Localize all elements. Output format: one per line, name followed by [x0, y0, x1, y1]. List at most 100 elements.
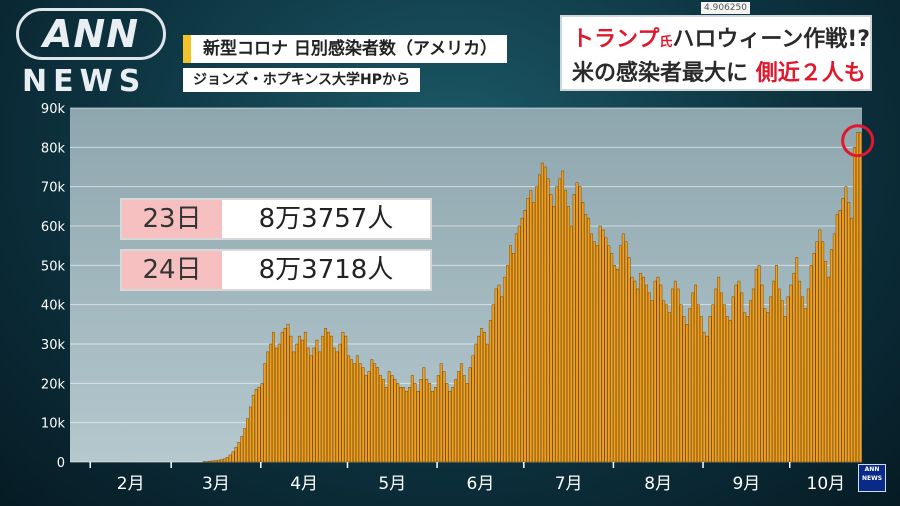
- bar: [416, 390, 420, 463]
- bar: [419, 379, 423, 463]
- bar: [850, 217, 854, 463]
- bar: [587, 217, 591, 463]
- ann-news-logo: ANN NEWS: [16, 8, 176, 100]
- headline-record: 米の感染者最大に: [572, 61, 749, 86]
- bar: [335, 351, 339, 463]
- annotation-value-23: 8万3757人: [258, 204, 394, 234]
- bar: [260, 383, 264, 463]
- bar: [312, 347, 316, 463]
- bar: [740, 292, 744, 463]
- bar: [425, 379, 429, 463]
- bar: [517, 225, 521, 463]
- bar: [754, 269, 758, 463]
- bar: [821, 241, 825, 463]
- bar: [514, 233, 518, 463]
- bar: [448, 390, 452, 463]
- bar: [552, 206, 556, 463]
- x-tick-label: 3月: [202, 474, 230, 494]
- bar: [321, 335, 325, 463]
- timestamp-label: 4.906250: [701, 2, 750, 14]
- bar: [783, 316, 787, 463]
- bar: [217, 459, 221, 463]
- bar: [248, 406, 252, 463]
- bar: [286, 324, 290, 463]
- source-caption: ジョンズ・ホプキンス大学HPから: [183, 68, 420, 92]
- bar: [832, 233, 836, 463]
- y-tick-label: 10k: [41, 417, 66, 432]
- bar: [844, 186, 848, 463]
- headline-halloween: ハロウィーン作戦!?: [672, 27, 871, 52]
- bar: [431, 390, 434, 463]
- bar: [503, 276, 507, 463]
- bar: [471, 355, 475, 463]
- x-tick-label: 2月: [117, 474, 145, 494]
- x-tick-label: 4月: [290, 474, 318, 494]
- bar: [298, 335, 301, 463]
- bar: [300, 339, 304, 463]
- bar: [318, 351, 322, 463]
- bar: [757, 265, 761, 463]
- bar: [384, 387, 388, 463]
- bar: [315, 339, 319, 463]
- bar: [561, 170, 565, 463]
- y-tick-label: 90k: [41, 102, 66, 117]
- bar: [462, 375, 466, 463]
- bar: [760, 284, 764, 463]
- bar: [847, 202, 851, 463]
- bar: [824, 261, 828, 463]
- bar: [243, 428, 247, 463]
- bar: [228, 454, 232, 463]
- bar: [538, 174, 541, 463]
- annotation-date-24: 24日: [122, 251, 222, 289]
- bar: [509, 245, 512, 463]
- bar: [520, 217, 524, 463]
- bar: [445, 383, 449, 463]
- bar: [535, 186, 539, 463]
- bar: [749, 300, 752, 463]
- bar: [211, 460, 215, 463]
- bar: [457, 371, 460, 463]
- bar: [682, 316, 686, 463]
- bar: [838, 210, 842, 463]
- y-tick-label: 0: [57, 456, 65, 471]
- bar: [465, 383, 469, 463]
- bar: [246, 418, 249, 463]
- bar: [266, 351, 270, 463]
- bar: [393, 379, 397, 463]
- y-tick-label: 50k: [41, 259, 66, 274]
- bar: [494, 288, 498, 463]
- bar: [737, 280, 741, 463]
- headline-honorific: 氏: [659, 35, 673, 50]
- bar: [734, 284, 738, 463]
- bar: [208, 460, 212, 463]
- bar: [214, 460, 218, 463]
- bar: [558, 178, 562, 463]
- bar: [630, 276, 634, 463]
- bar: [763, 308, 767, 463]
- bar: [858, 132, 862, 463]
- x-tick-label: 8月: [644, 474, 672, 494]
- bar: [627, 257, 631, 463]
- bar: [581, 202, 585, 463]
- bar: [656, 276, 660, 463]
- bar: [818, 229, 822, 463]
- bar: [786, 296, 790, 463]
- bar: [407, 387, 411, 463]
- bar: [728, 320, 732, 463]
- bar: [277, 343, 281, 463]
- bar: [332, 347, 336, 463]
- bar: [220, 459, 223, 463]
- bar: [491, 304, 495, 463]
- bar: [483, 331, 486, 463]
- bar: [766, 312, 770, 463]
- bar: [399, 387, 403, 463]
- bar: [723, 304, 726, 463]
- bar: [801, 296, 804, 463]
- bar: [485, 343, 489, 463]
- bar: [855, 132, 859, 463]
- bar: [413, 383, 417, 463]
- bar: [708, 316, 712, 463]
- bar: [347, 355, 351, 463]
- bar: [650, 300, 654, 463]
